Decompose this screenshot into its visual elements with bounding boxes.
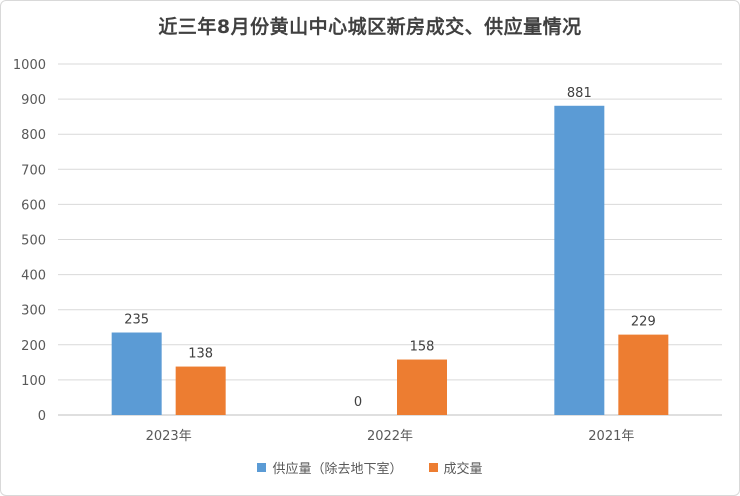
data-label: 235 <box>124 313 149 328</box>
x-tick-label: 2023年 <box>146 429 192 444</box>
bar <box>175 366 226 415</box>
legend-swatch-deals <box>428 463 438 472</box>
chart-title: 近三年8月份黄山中心城区新房成交、供应量情况 <box>158 16 582 38</box>
data-label: 138 <box>188 347 213 362</box>
data-label: 158 <box>410 340 435 355</box>
y-tick-label: 200 <box>21 339 46 354</box>
y-tick-label: 800 <box>21 128 46 143</box>
y-tick-label: 400 <box>21 269 46 284</box>
y-tick-label: 1000 <box>13 58 46 73</box>
y-tick-label: 700 <box>21 163 46 178</box>
legend-item-supply: 供应量（除去地下室） <box>257 458 403 477</box>
y-tick-label: 500 <box>21 234 46 249</box>
legend-label-deals: 成交量 <box>443 462 483 477</box>
data-label: 881 <box>567 86 592 101</box>
chart-legend: 供应量（除去地下室） 成交量 <box>0 458 740 477</box>
y-tick-label: 600 <box>21 198 46 213</box>
bar <box>554 105 605 416</box>
data-label: 0 <box>354 395 362 410</box>
data-label: 229 <box>631 315 656 330</box>
legend-item-deals: 成交量 <box>428 458 483 477</box>
legend-label-supply: 供应量（除去地下室） <box>272 462 403 477</box>
x-tick-label: 2021年 <box>588 429 634 444</box>
legend-swatch-supply <box>257 463 267 472</box>
bar <box>111 332 162 415</box>
y-tick-label: 900 <box>21 93 46 108</box>
y-tick-label: 0 <box>38 409 46 424</box>
x-tick-label: 2022年 <box>367 429 413 444</box>
bar <box>618 334 669 415</box>
y-tick-label: 100 <box>21 374 46 389</box>
y-tick-label: 300 <box>21 304 46 319</box>
bar <box>397 359 447 415</box>
